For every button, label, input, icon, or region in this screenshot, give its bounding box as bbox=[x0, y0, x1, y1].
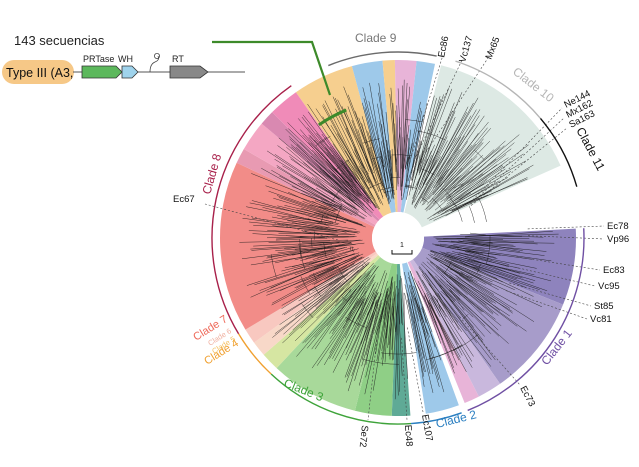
scale-bar bbox=[391, 250, 413, 255]
clade-arcs bbox=[211, 51, 585, 425]
leaf-ec67: Ec67 bbox=[173, 194, 195, 205]
sector-clade-8-pink-2 bbox=[243, 123, 379, 225]
sector-clade-3-teal bbox=[391, 263, 411, 416]
prtase-gene bbox=[81, 65, 123, 79]
clade-11-label: Clade 11 bbox=[573, 125, 608, 173]
rt-gene bbox=[169, 65, 209, 79]
leaf-vc137: Vc137 bbox=[457, 35, 475, 64]
prtase-label: PRTase bbox=[83, 54, 114, 64]
clade-2-label: Clade 2 bbox=[434, 407, 478, 431]
tree-branches bbox=[239, 79, 559, 400]
sequence-count: 143 secuencias bbox=[14, 33, 105, 48]
type-badge-background bbox=[2, 60, 74, 84]
leaf-st85: St85 bbox=[594, 301, 614, 312]
wh-label: WH bbox=[118, 54, 133, 64]
rt-label: RT bbox=[172, 54, 184, 64]
clade-10-label: Clade 10 bbox=[510, 64, 557, 105]
leaf-ec48: Ec48 bbox=[402, 424, 414, 446]
leader-ec78 bbox=[527, 225, 605, 230]
tree-center-hole bbox=[372, 212, 424, 264]
clade-9-label: Clade 9 bbox=[355, 31, 397, 45]
arc-clade-10 bbox=[455, 60, 542, 119]
arc-clade-3 bbox=[270, 373, 412, 425]
sector-clade-9-orange-2 bbox=[382, 60, 398, 213]
leader-ec73 bbox=[459, 316, 521, 386]
leader-ec48 bbox=[401, 337, 408, 421]
leader-vp96 bbox=[527, 235, 605, 240]
branch-lines bbox=[239, 79, 559, 400]
leaf-ec107: Ec107 bbox=[419, 414, 435, 442]
leaf-ec83: Ec83 bbox=[603, 265, 625, 276]
arc-clade-11 bbox=[539, 117, 578, 187]
leader-vc95 bbox=[514, 266, 596, 287]
leader-mx162 bbox=[470, 117, 565, 205]
leaf-ec78: Ec78 bbox=[607, 221, 629, 232]
leaf-vc81: Vc81 bbox=[590, 314, 612, 325]
stemloop-head bbox=[153, 53, 160, 60]
leader-mx65 bbox=[425, 57, 489, 153]
leader-sa163 bbox=[470, 127, 568, 206]
arc-clade-9 bbox=[328, 51, 437, 67]
leader-ec67 bbox=[204, 203, 339, 241]
wh-gene bbox=[121, 65, 139, 79]
leaf-ec86: Ec86 bbox=[436, 35, 451, 58]
leaf-vc95: Vc95 bbox=[598, 281, 620, 292]
arc-clade-1 bbox=[467, 228, 585, 412]
leaf-se72: Se72 bbox=[357, 425, 370, 448]
sector-clade-10 bbox=[404, 65, 561, 228]
arc-clade-8 bbox=[211, 85, 292, 335]
highlight-pointer bbox=[212, 40, 332, 96]
clade-sectors bbox=[220, 60, 576, 416]
type-badge: Type III (A3, bbox=[6, 66, 73, 80]
scale-bar-label: 1 bbox=[400, 242, 404, 249]
sector-clade-4-5 bbox=[263, 255, 381, 369]
sector-clade-1-mid bbox=[412, 247, 564, 384]
sector-clade-9-pink bbox=[394, 60, 417, 213]
leaf-leader-lines bbox=[204, 54, 605, 421]
arc-clade-2 bbox=[410, 412, 462, 425]
arc-clade-4-7 bbox=[237, 333, 272, 375]
highlight-arc bbox=[317, 108, 347, 127]
sector-clade-6 bbox=[253, 253, 379, 355]
leaf-vp96: Vp96 bbox=[607, 234, 629, 245]
leaf-ec73: Ec73 bbox=[517, 384, 537, 408]
clade-8-label: Clade 8 bbox=[199, 152, 224, 196]
leaf-mx65: Mx65 bbox=[484, 35, 503, 61]
